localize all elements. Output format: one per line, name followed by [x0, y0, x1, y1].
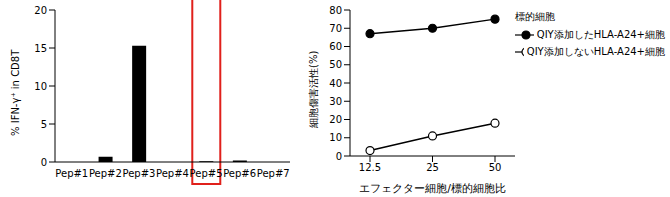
svg-text:Pep#7: Pep#7 — [257, 168, 290, 179]
svg-text:15: 15 — [34, 43, 47, 54]
svg-text:細胞傷害活性(%): 細胞傷害活性(%) — [308, 51, 319, 129]
svg-text:Pep#6: Pep#6 — [223, 168, 256, 179]
svg-text:Pep#2: Pep#2 — [89, 168, 122, 179]
svg-text:0: 0 — [336, 151, 342, 162]
svg-text:50: 50 — [489, 162, 502, 173]
svg-text:10: 10 — [34, 81, 47, 92]
svg-text:Pep#5: Pep#5 — [190, 168, 223, 179]
svg-text:50: 50 — [329, 59, 342, 70]
svg-text:25: 25 — [426, 162, 439, 173]
svg-text:12.5: 12.5 — [359, 162, 381, 173]
svg-text:0: 0 — [41, 157, 47, 168]
html-text:QIY添加しないHLA-A24+細胞: QIY添加しないHLA-A24+細胞 — [526, 46, 665, 57]
svg-text:Pep#4: Pep#4 — [156, 168, 189, 179]
svg-text:70: 70 — [329, 23, 342, 34]
svg-text:80: 80 — [329, 5, 342, 16]
html-text:標的細胞: 標的細胞 — [515, 11, 555, 22]
svg-text:20: 20 — [34, 5, 47, 16]
svg-text:20: 20 — [329, 114, 342, 125]
svg-text:40: 40 — [329, 78, 342, 89]
svg-text:% IFN-γ⁺ in CD8T: % IFN-γ⁺ in CD8T — [10, 49, 21, 136]
svg-text:30: 30 — [329, 96, 342, 107]
svg-text:5: 5 — [41, 119, 47, 130]
svg-text:エフェクター細胞/標的細胞比: エフェクター細胞/標的細胞比 — [359, 182, 506, 195]
svg-text:60: 60 — [329, 41, 342, 52]
svg-text:10: 10 — [329, 132, 342, 143]
svg-text:Pep#1: Pep#1 — [55, 168, 88, 179]
html-text:QIY添加したHLA-A24+細胞: QIY添加したHLA-A24+細胞 — [536, 29, 665, 40]
svg-text:Pep#3: Pep#3 — [122, 168, 155, 179]
